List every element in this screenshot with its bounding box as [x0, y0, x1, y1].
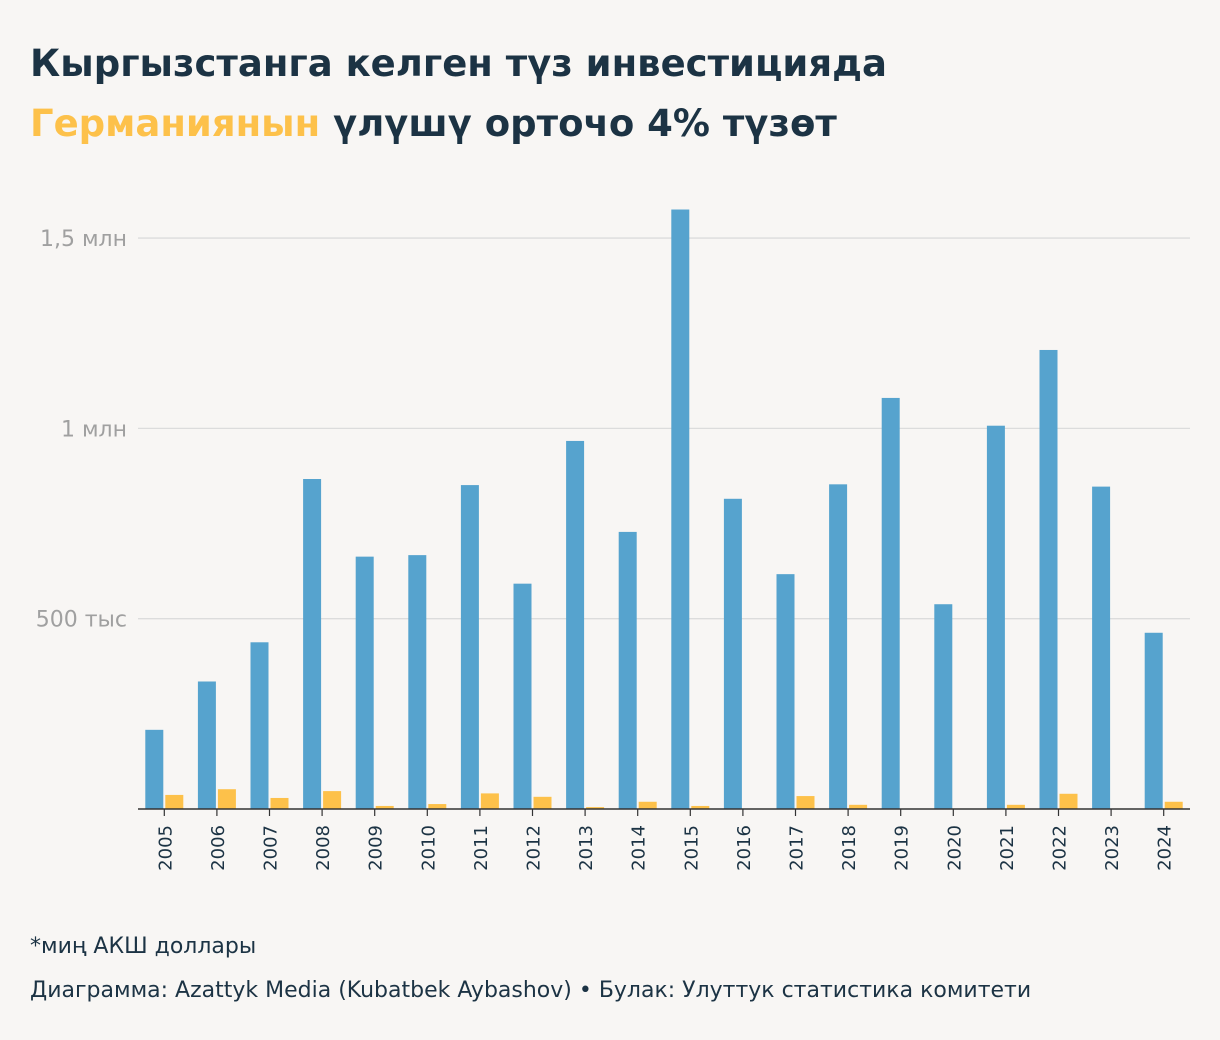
bar-germany-2013 — [586, 807, 605, 809]
bar-total-2018 — [829, 484, 848, 809]
bar-germany-2007 — [270, 797, 289, 809]
x-tick-label: 2012 — [524, 825, 545, 871]
bar-total-2024 — [1144, 632, 1163, 809]
bar-germany-2017 — [796, 796, 815, 809]
bar-total-2017 — [776, 574, 795, 809]
bar-total-2020 — [934, 604, 953, 809]
x-tick-label: 2023 — [1102, 825, 1123, 871]
bar-germany-2018 — [849, 804, 868, 809]
bar-chart: 500 тыс 1 млн 1,5 млн 2005 2006 2007 2008 2009… — [36, 209, 1190, 871]
x-tick-label: 2019 — [892, 825, 913, 871]
bar-germany-2011 — [480, 793, 499, 809]
title-part-2: үлүшү орточо 4% түзөт — [320, 102, 837, 145]
x-tick-label: 2011 — [471, 825, 492, 871]
x-tick-label: 2010 — [418, 825, 439, 871]
bar-germany-2021 — [1006, 804, 1025, 809]
bar-germany-2006 — [217, 789, 236, 809]
bar-total-2015 — [671, 209, 690, 809]
bar-total-2012 — [513, 583, 532, 809]
bar-total-2005 — [145, 729, 164, 809]
x-tick-label: 2013 — [576, 825, 597, 871]
bars — [145, 209, 1183, 809]
bar-total-2008 — [303, 478, 322, 809]
bar-total-2007 — [250, 642, 269, 809]
bar-germany-2010 — [428, 804, 447, 809]
bar-total-2022 — [1039, 349, 1058, 809]
y-tick-label: 500 тыс — [36, 608, 127, 633]
bar-germany-2009 — [375, 805, 394, 809]
x-tick-label: 2020 — [944, 825, 965, 871]
bar-germany-2015 — [691, 805, 710, 809]
x-tick-label: 2016 — [734, 825, 755, 871]
y-tick-label: 1 млн — [61, 417, 127, 442]
x-tick-label: 2007 — [261, 825, 282, 871]
x-tick-label: 2014 — [629, 825, 650, 871]
x-tick-label: 2021 — [997, 825, 1018, 871]
title-highlight: Германиянын — [30, 102, 321, 145]
bar-germany-2005 — [165, 794, 184, 809]
title-part-1: Кыргызстанга келген түз инвестицияда — [30, 42, 887, 85]
bar-total-2013 — [566, 440, 585, 809]
x-tick-label: 2008 — [313, 825, 334, 871]
chart-title: Кыргызстанга келген түз инвестицияда Гер… — [30, 34, 1190, 154]
x-tick-label: 2006 — [208, 825, 229, 871]
x-tick-label: 2018 — [839, 825, 860, 871]
x-tick-label: 2024 — [1155, 825, 1176, 871]
bar-germany-2014 — [638, 801, 657, 809]
bar-total-2011 — [460, 485, 479, 809]
y-axis-ticks: 500 тыс 1 млн 1,5 млн — [36, 227, 127, 633]
bar-total-2009 — [355, 556, 374, 809]
x-tick-label: 2009 — [366, 825, 387, 871]
bar-total-2016 — [723, 498, 742, 809]
unit-note: *миң АКШ доллары — [30, 934, 257, 959]
bar-total-2021 — [986, 425, 1005, 809]
bar-total-2023 — [1092, 486, 1111, 809]
bar-germany-2024 — [1164, 801, 1183, 809]
bar-germany-2008 — [323, 791, 342, 809]
x-tick-label: 2022 — [1050, 825, 1071, 871]
bar-total-2019 — [881, 397, 900, 809]
x-axis: 2005 2006 2007 2008 2009 2010 2011 2012 2013 2014… — [138, 808, 1190, 871]
bar-total-2006 — [197, 681, 216, 809]
bar-germany-2012 — [533, 796, 552, 809]
bar-total-2014 — [618, 531, 637, 809]
x-tick-label: 2017 — [787, 825, 808, 871]
bar-total-2010 — [408, 555, 427, 809]
x-tick-label: 2015 — [681, 825, 702, 871]
y-tick-label: 1,5 млн — [40, 227, 127, 252]
x-tick-label: 2005 — [155, 825, 176, 871]
source-credit: Диаграмма: Azattyk Media (Kubatbek Aybas… — [30, 978, 1032, 1003]
grid-lines — [138, 237, 1190, 620]
bar-germany-2022 — [1059, 793, 1078, 809]
